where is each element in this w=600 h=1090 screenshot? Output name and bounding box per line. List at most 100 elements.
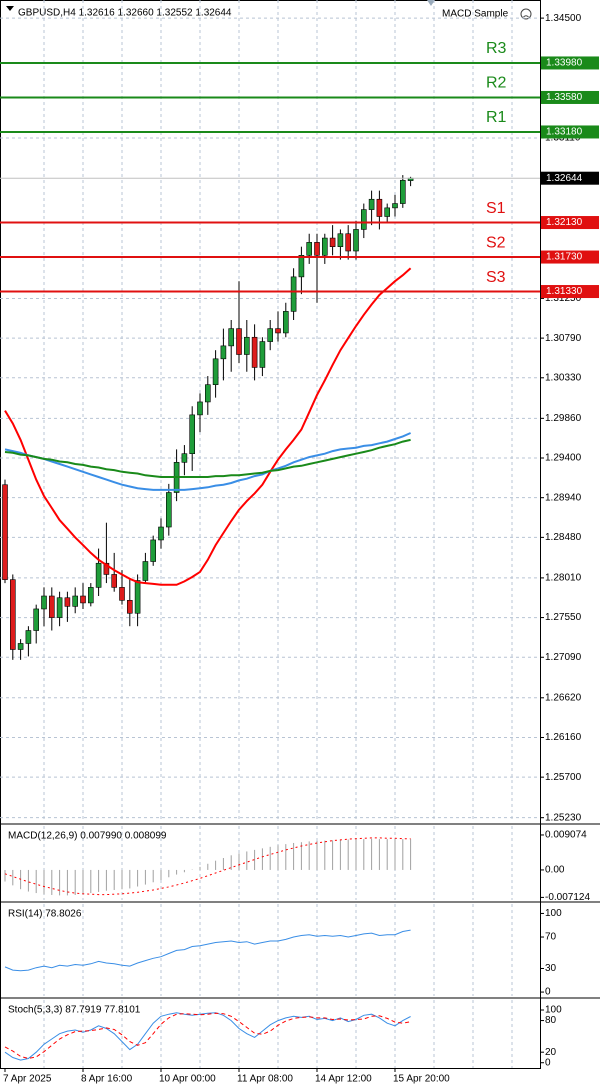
candle-body [72,595,78,607]
level-name: S2 [486,234,506,251]
x-tick-label: 14 Apr 12:00 [315,1074,372,1085]
y-tick-label: 0.009074 [545,830,587,841]
candle-body [150,539,156,562]
level-price-label: 1.32130 [546,217,583,228]
y-tick-label: 80 [545,1015,557,1026]
candle-body [329,237,336,247]
candle-body [368,198,375,210]
x-tick-label: 11 Apr 08:00 [237,1074,293,1085]
moving-average [4,432,411,491]
y-tick-label: 1.28480 [545,532,582,543]
y-tick-label: 1.25230 [545,812,582,823]
candle-body [181,453,188,463]
y-tick-label: 1.28940 [545,492,582,503]
plot-frame [0,0,541,1069]
level-price-box [541,90,599,104]
candle-body [95,562,102,588]
y-tick-label: 1.25700 [545,772,582,783]
y-tick-label: 1.26620 [545,692,582,703]
candle-body [384,207,391,217]
level-price-label: 1.33580 [546,92,583,103]
candle-body [205,384,211,403]
y-tick-label: 0 [545,987,551,998]
candle-body [33,608,40,631]
candle-body [41,595,47,610]
candle-body [197,401,203,416]
y-tick-label: 1.27550 [545,612,582,623]
candle-body [10,579,16,650]
panel-title: RSI(14) 78.8026 [8,909,82,920]
y-tick-label: 1.29400 [545,453,582,464]
candle-body [353,229,359,252]
candle-body [119,587,125,601]
x-tick-label: 10 Apr 00:00 [159,1074,216,1085]
candle-body [56,597,63,618]
candle-body [337,233,344,247]
candle-body [111,574,117,588]
candle-body [158,526,164,541]
indicator-line [4,1012,411,1061]
y-tick-label: 1.30330 [545,372,582,383]
candle-body [360,209,367,230]
candle-body [103,562,110,575]
shift-marker [427,0,435,6]
x-tick-label: 7 Apr 2025 [3,1074,52,1085]
candle-body [48,595,55,618]
level-price-box [541,285,599,299]
y-tick-label: 20 [545,1047,557,1058]
y-tick-label: 1.34500 [545,13,582,24]
expert-icon [520,8,532,20]
y-tick-label: 1.29860 [545,413,582,424]
level-price-box [541,125,599,139]
level-price-label: 1.33980 [546,58,583,69]
x-tick-label: 8 Apr 16:00 [81,1074,133,1085]
indicator-line [4,929,411,972]
level-name: R3 [486,40,507,57]
candle-body [220,345,227,360]
y-tick-label: -0.007124 [545,892,590,903]
candle-body [282,311,289,334]
candle-body [228,328,234,347]
candle-body [314,242,320,256]
candle-body [251,336,258,368]
candle-body [166,492,172,528]
candle-body [345,233,352,252]
level-price-box [541,56,599,70]
last-price-label: 1.32644 [546,173,583,184]
candle-body [64,597,71,607]
last-price-box [541,171,599,185]
expert-name: MACD Sample [442,9,509,20]
chart-title: GBPUSD,H4 1.32616 1.32660 1.32552 1.3264… [18,8,232,19]
panel-title: MACD(12,26,9) 0.007990 0.008099 [8,831,167,842]
candle-body [275,328,281,334]
y-tick-label: 0 [545,1057,551,1068]
y-tick-label: 70 [545,932,557,943]
y-tick-label: 1.28010 [545,573,582,584]
candle-body [236,328,242,355]
candle-body [142,561,149,581]
candle-body [376,198,383,217]
level-name: R1 [486,109,507,126]
level-name: R2 [486,75,507,92]
level-price-label: 1.31730 [546,252,583,263]
y-tick-label: 100 [545,1005,562,1016]
candle-body [2,484,8,580]
candle-body [392,203,398,209]
level-price-box [541,250,599,264]
menu-triangle [6,6,14,11]
candle-body [290,276,297,312]
level-name: S1 [486,200,506,217]
level-price-label: 1.33180 [546,127,583,138]
y-tick-label: 1.26160 [545,732,582,743]
signal-line [4,837,411,896]
y-tick-label: 100 [545,908,562,919]
panel-title: Stoch(5,3,3) 87.7919 77.8101 [8,1005,141,1016]
candle-body [17,643,24,650]
candle-body [321,237,328,256]
candle-body [88,587,94,604]
y-tick-label: 1.30790 [545,333,582,344]
y-tick-label: 1.31250 [545,293,582,304]
level-name: S3 [486,269,506,286]
candle-body [127,600,133,614]
level-price-box [541,216,599,230]
